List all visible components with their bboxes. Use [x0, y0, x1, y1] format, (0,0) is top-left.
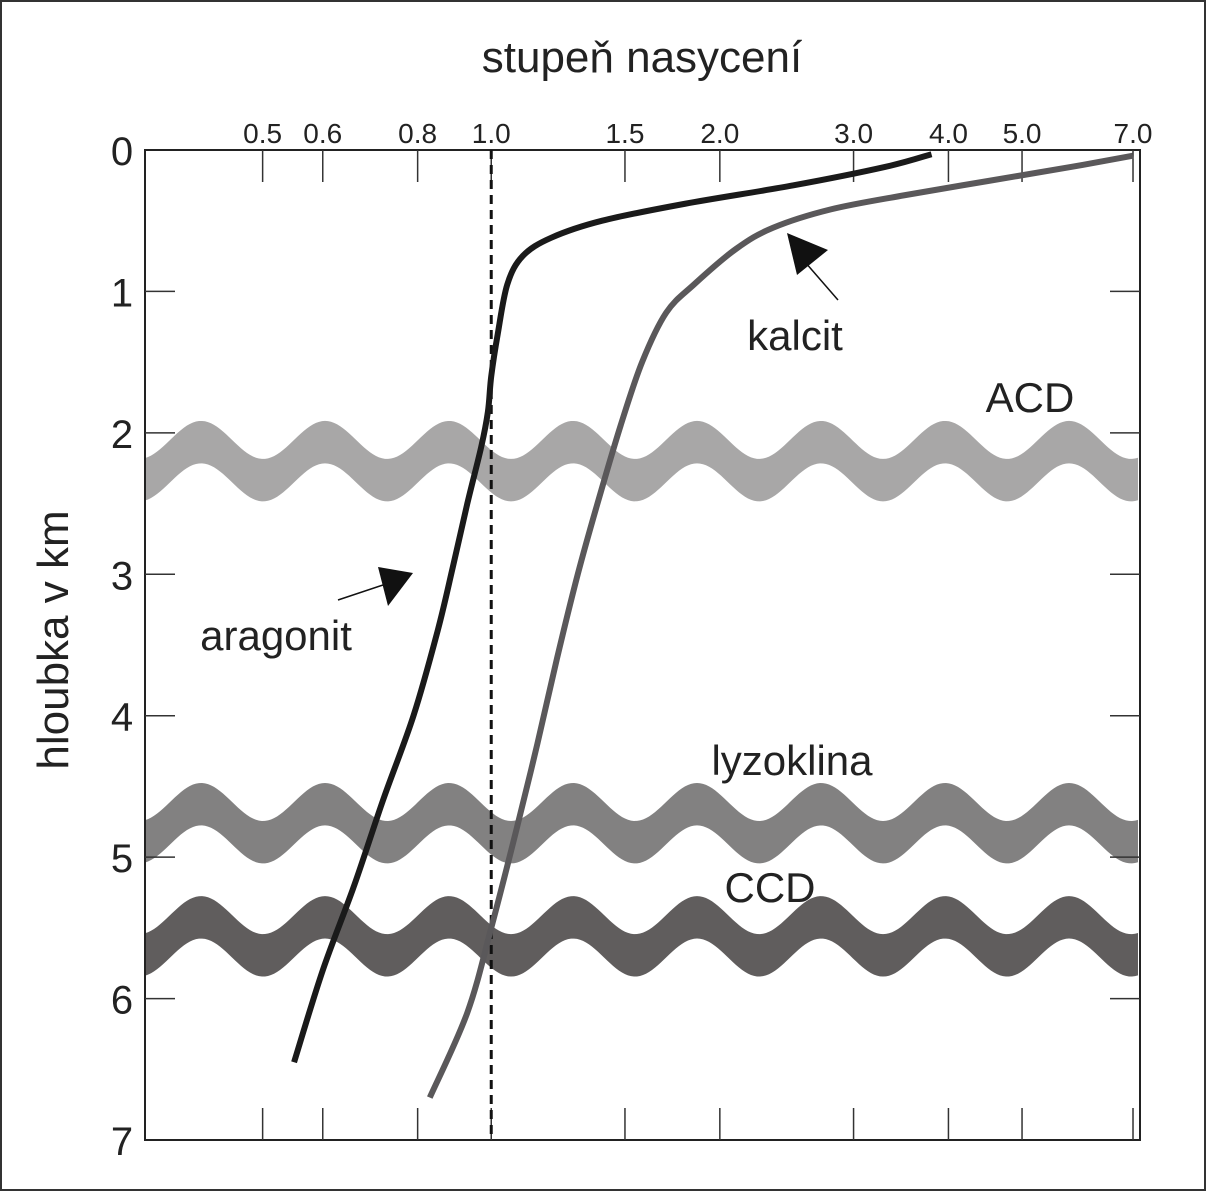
tick-labels: 0.5 0.6 0.8 1.0 1.5 2.0 3.0 4.0 5.0 7.0 0 1 2 3 4 5 6 7 [111, 118, 1153, 1164]
annotation-acd: ACD [986, 374, 1075, 421]
x-tick-label: 0.8 [398, 118, 437, 149]
y-axis-title: hloubka v km [29, 510, 78, 769]
x-tick-label: 2.0 [700, 118, 739, 149]
y-tick-label: 3 [111, 554, 133, 598]
y-tick-label: 1 [111, 271, 133, 315]
x-tick-label: 0.6 [303, 118, 342, 149]
y-tick-label: 2 [111, 413, 133, 457]
annotation-lyzoklina: lyzoklina [711, 737, 873, 784]
x-tick-label: 7.0 [1114, 118, 1153, 149]
annotation-kalcit: kalcit [747, 312, 843, 359]
annotation-arrows [337, 233, 839, 606]
y-tick-label: 4 [111, 696, 133, 740]
saturation-curves [291, 151, 1134, 1099]
band-acd [145, 420, 1138, 502]
plot-area [144, 149, 1141, 1141]
y-tick-label: 7 [111, 1120, 133, 1164]
arrow-aragonit-head [378, 567, 413, 606]
x-tick-label: 1.5 [605, 118, 644, 149]
arrow-kalcit-head [787, 233, 828, 275]
x-tick-label: 4.0 [929, 118, 968, 149]
x-tick-label: 3.0 [834, 118, 873, 149]
axis-ticks [145, 150, 1140, 1140]
x-tick-label: 5.0 [1003, 118, 1042, 149]
depth-bands [145, 420, 1138, 977]
annotation-ccd: CCD [725, 864, 816, 911]
annotation-aragonit: aragonit [200, 612, 352, 659]
y-tick-label: 6 [111, 979, 133, 1023]
curve-aragonit [291, 151, 933, 1064]
arrow-kalcit-shaft [804, 261, 839, 301]
curve-kalcit [427, 152, 1134, 1099]
band-lyzoklina [145, 782, 1138, 864]
x-tick-label: 1.0 [472, 118, 511, 149]
y-tick-label: 0 [111, 130, 133, 174]
x-tick-label: 0.5 [243, 118, 282, 149]
y-tick-label: 5 [111, 837, 133, 881]
band-ccd [145, 896, 1138, 977]
x-axis-title: stupeň nasycení [482, 33, 803, 82]
